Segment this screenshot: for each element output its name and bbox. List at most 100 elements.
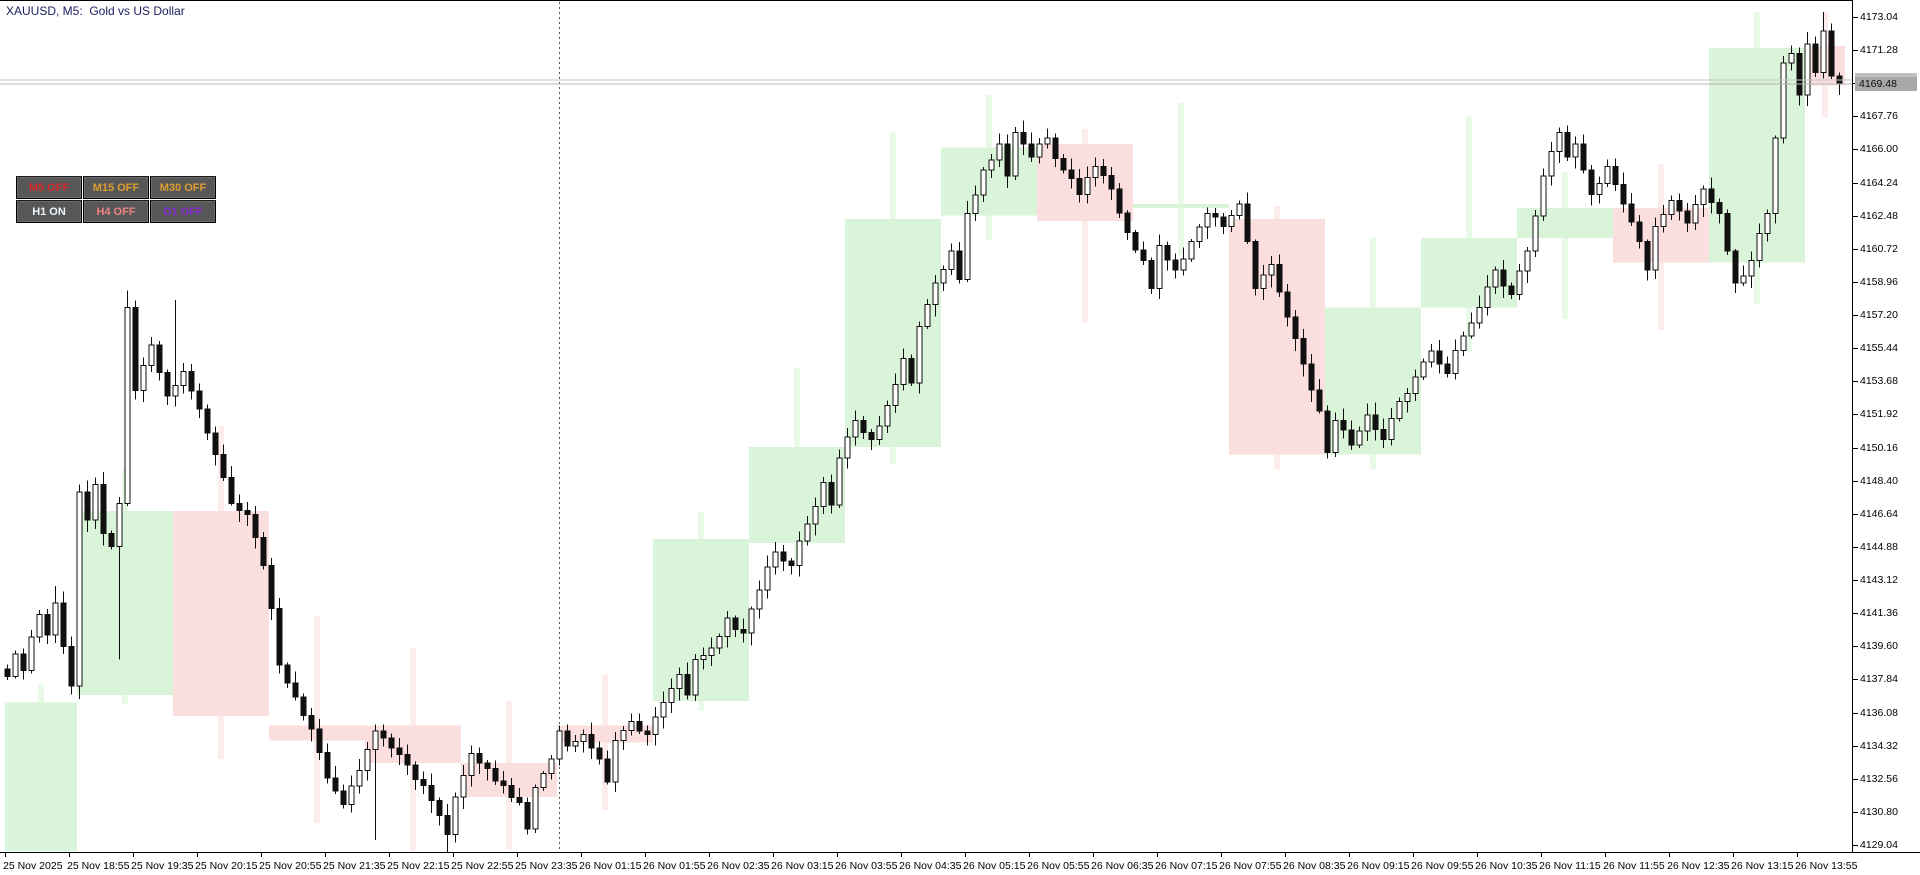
candle-body [1332,419,1339,453]
candle-body [548,758,555,775]
time-tick-label: 26 Nov 11:55 [1603,860,1665,872]
candle-body [708,647,715,656]
candle-body [92,483,99,521]
candle-body [156,344,163,374]
time-tick-label: 26 Nov 09:55 [1411,860,1474,872]
time-tick-label: 25 Nov 21:35 [323,860,386,872]
candle-body [852,419,859,438]
candle-body [372,730,379,750]
candle-body [1004,143,1011,177]
time-tick-label: 26 Nov 12:35 [1667,860,1730,872]
time-tick [773,853,774,857]
h1-zone [77,510,173,696]
time-tick [1605,853,1606,857]
candle-body [492,768,499,782]
candle-body [1724,212,1731,252]
chart-area[interactable]: XAUUSD, M5: Gold vs US Dollar M5 OFF M15 … [0,0,1852,852]
candle-body [1196,226,1203,243]
price-tick [1853,745,1858,747]
time-tick [197,853,198,857]
candle-body [1620,184,1627,205]
candle-body [20,653,27,672]
tf-button-m30-off[interactable]: M30 OFF [150,176,216,199]
time-tick [1733,853,1734,857]
candle-body [1412,376,1419,394]
tf-button-d1-off[interactable]: D1 OFF [150,200,216,223]
candle-body [772,551,779,568]
candle-body [1700,188,1707,206]
candle-body [1044,137,1051,145]
candle-body [636,721,643,732]
price-tick-label: 4146.64 [1860,507,1898,520]
candle-body [740,629,747,634]
time-axis[interactable]: 25 Nov 2025 25 Nov 18:55 25 Nov 19:35 25 No… [0,852,1920,875]
candle-body [820,482,827,508]
time-tick-label: 26 Nov 04:35 [899,860,962,872]
candle-body [1460,335,1467,352]
candle-body [1244,203,1251,243]
price-tick-label: 4136.08 [1860,706,1898,719]
candle-body [564,730,571,747]
candle-body [956,250,963,280]
h1-wick-strip [314,616,320,824]
h1-zone [1229,219,1325,455]
candle-body [1708,188,1715,204]
candle-body [100,483,107,534]
candle-body [1828,30,1835,77]
candle-body [916,325,923,384]
h1-zone [5,702,77,851]
candle-body [1348,429,1355,446]
candle-body [1428,350,1435,363]
time-tick [965,853,966,857]
candle-body [524,801,531,830]
candle-body [452,796,459,835]
price-tick [1853,149,1858,151]
candle-body [164,372,171,397]
tf-button-m5-off[interactable]: M5 OFF [16,176,82,199]
time-tick [261,853,262,857]
candle-body [860,419,867,434]
price-tick [1853,580,1858,582]
tf-button-h4-off[interactable]: H4 OFF [83,200,149,223]
candle-body [660,702,667,718]
candle-body [1556,132,1563,153]
candle-body [596,747,603,760]
candle-body [732,617,739,631]
price-tick [1853,778,1858,780]
price-tick [1853,17,1858,18]
candle-body [580,734,587,743]
candle-body [60,602,67,647]
price-tick [1853,248,1858,250]
candle-body [1740,275,1747,284]
time-tick [1669,853,1670,857]
tf-button-h1-on[interactable]: H1 ON [16,200,82,223]
time-tick [709,853,710,857]
candle-body [996,143,1003,161]
price-axis[interactable]: 4173.044171.284169.524167.764166.004164.… [1852,0,1920,852]
h1-zone [1325,307,1421,455]
tf-button-m15-off[interactable]: M15 OFF [83,176,149,199]
candle-body [1180,258,1187,271]
candle-body [1468,322,1475,337]
candle-body [532,786,539,830]
candle-body [132,307,139,391]
candle-body [276,608,283,666]
time-tick [517,853,518,857]
candle-body [1268,263,1275,276]
price-tick-label: 4141.36 [1860,607,1898,620]
price-tick-label: 4130.80 [1860,805,1898,818]
candle-body [108,532,115,548]
candle-body [796,540,803,566]
candle-body [1124,212,1131,233]
candle-body [1660,214,1667,228]
time-tick-label: 26 Nov 10:35 [1475,860,1538,872]
time-tick-label: 26 Nov 07:15 [1155,860,1218,872]
candle-body [1300,338,1307,365]
candle-body [684,674,691,696]
time-tick [453,853,454,857]
candle-body [1260,274,1267,290]
time-tick [1221,853,1222,857]
candle-body [1804,43,1811,96]
candle-body [876,425,883,440]
candlestick-chart[interactable] [0,0,1852,852]
